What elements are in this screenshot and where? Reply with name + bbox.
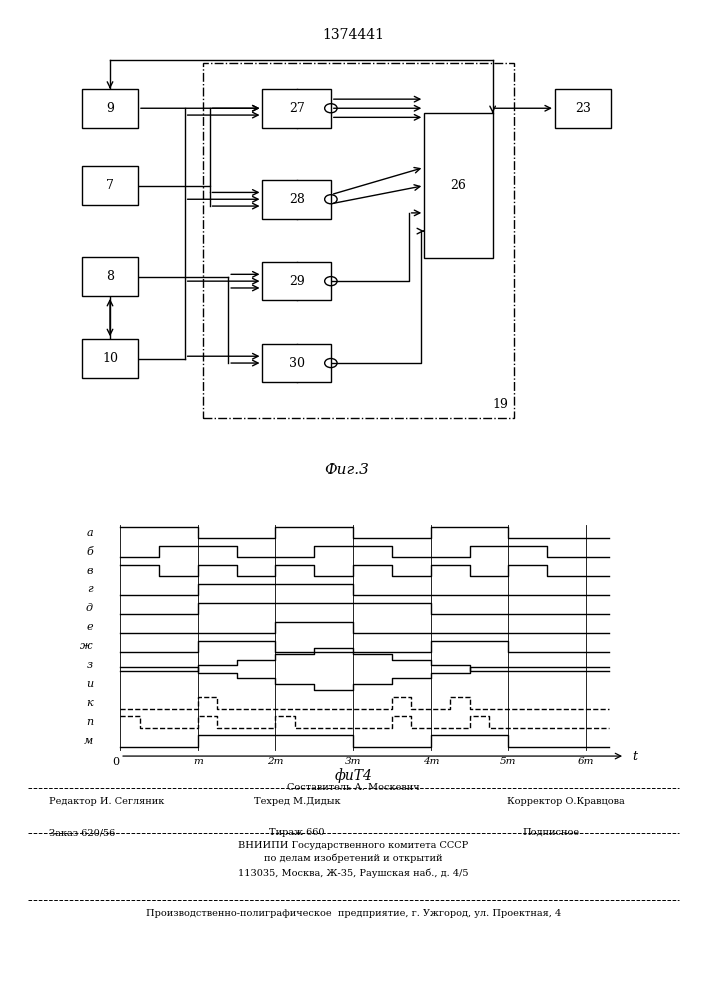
Text: 19: 19	[492, 398, 508, 411]
Text: ж: ж	[81, 641, 93, 651]
Bar	[424, 113, 493, 258]
Bar	[262, 262, 331, 300]
Text: 3т: 3т	[345, 757, 361, 766]
Text: 0: 0	[112, 757, 119, 767]
Text: е: е	[86, 622, 93, 632]
Bar	[262, 89, 331, 128]
Bar	[204, 63, 515, 418]
Text: б: б	[86, 547, 93, 557]
Text: фиТ4: фиТ4	[334, 768, 372, 783]
Text: 4т: 4т	[423, 757, 439, 766]
Text: ВНИИПИ Государственного комитета СССР: ВНИИПИ Государственного комитета СССР	[238, 841, 469, 850]
Text: и: и	[86, 679, 93, 689]
Text: 6т: 6т	[578, 757, 595, 766]
Bar	[262, 180, 331, 219]
Text: 1374441: 1374441	[322, 28, 385, 42]
Bar	[262, 344, 331, 382]
Text: а: а	[86, 528, 93, 538]
Text: 27: 27	[288, 102, 305, 115]
Text: 23: 23	[575, 102, 591, 115]
Text: 26: 26	[450, 179, 467, 192]
Text: Составитель А. Москевич: Составитель А. Москевич	[287, 783, 420, 792]
Text: Подписное: Подписное	[523, 828, 580, 837]
Bar	[82, 166, 138, 205]
Text: Тираж 660: Тираж 660	[269, 828, 325, 837]
Text: 5т: 5т	[501, 757, 517, 766]
Bar	[82, 339, 138, 378]
Text: 10: 10	[102, 352, 118, 365]
Text: в: в	[86, 566, 93, 576]
Text: т: т	[193, 757, 203, 766]
Text: к: к	[86, 698, 93, 708]
Text: Корректор О.Кравцова: Корректор О.Кравцова	[507, 797, 624, 806]
Text: 2т: 2т	[267, 757, 284, 766]
Text: м: м	[83, 736, 93, 746]
Text: 30: 30	[288, 357, 305, 370]
Text: з: з	[87, 660, 93, 670]
Text: 8: 8	[106, 270, 114, 283]
Bar	[82, 89, 138, 128]
Text: по делам изобретений и открытий: по делам изобретений и открытий	[264, 854, 443, 863]
Text: Заказ 620/56: Заказ 620/56	[49, 828, 116, 837]
Text: 28: 28	[288, 193, 305, 206]
Text: 7: 7	[106, 179, 114, 192]
Text: 29: 29	[288, 275, 305, 288]
Text: Фиг.3: Фиг.3	[324, 463, 369, 477]
Bar	[555, 89, 611, 128]
Text: Редактор И. Сегляник: Редактор И. Сегляник	[49, 797, 165, 806]
Text: г: г	[88, 584, 93, 594]
Text: 113035, Москва, Ж-35, Раушская наб., д. 4/5: 113035, Москва, Ж-35, Раушская наб., д. …	[238, 868, 469, 878]
Text: д: д	[86, 603, 93, 613]
Text: п: п	[86, 717, 93, 727]
Bar	[82, 257, 138, 296]
Text: Техред М.Дидык: Техред М.Дидык	[254, 797, 340, 806]
Text: Производственно-полиграфическое  предприятие, г. Ужгород, ул. Проектная, 4: Производственно-полиграфическое предприя…	[146, 909, 561, 918]
Text: 9: 9	[106, 102, 114, 115]
Text: t: t	[633, 750, 638, 763]
